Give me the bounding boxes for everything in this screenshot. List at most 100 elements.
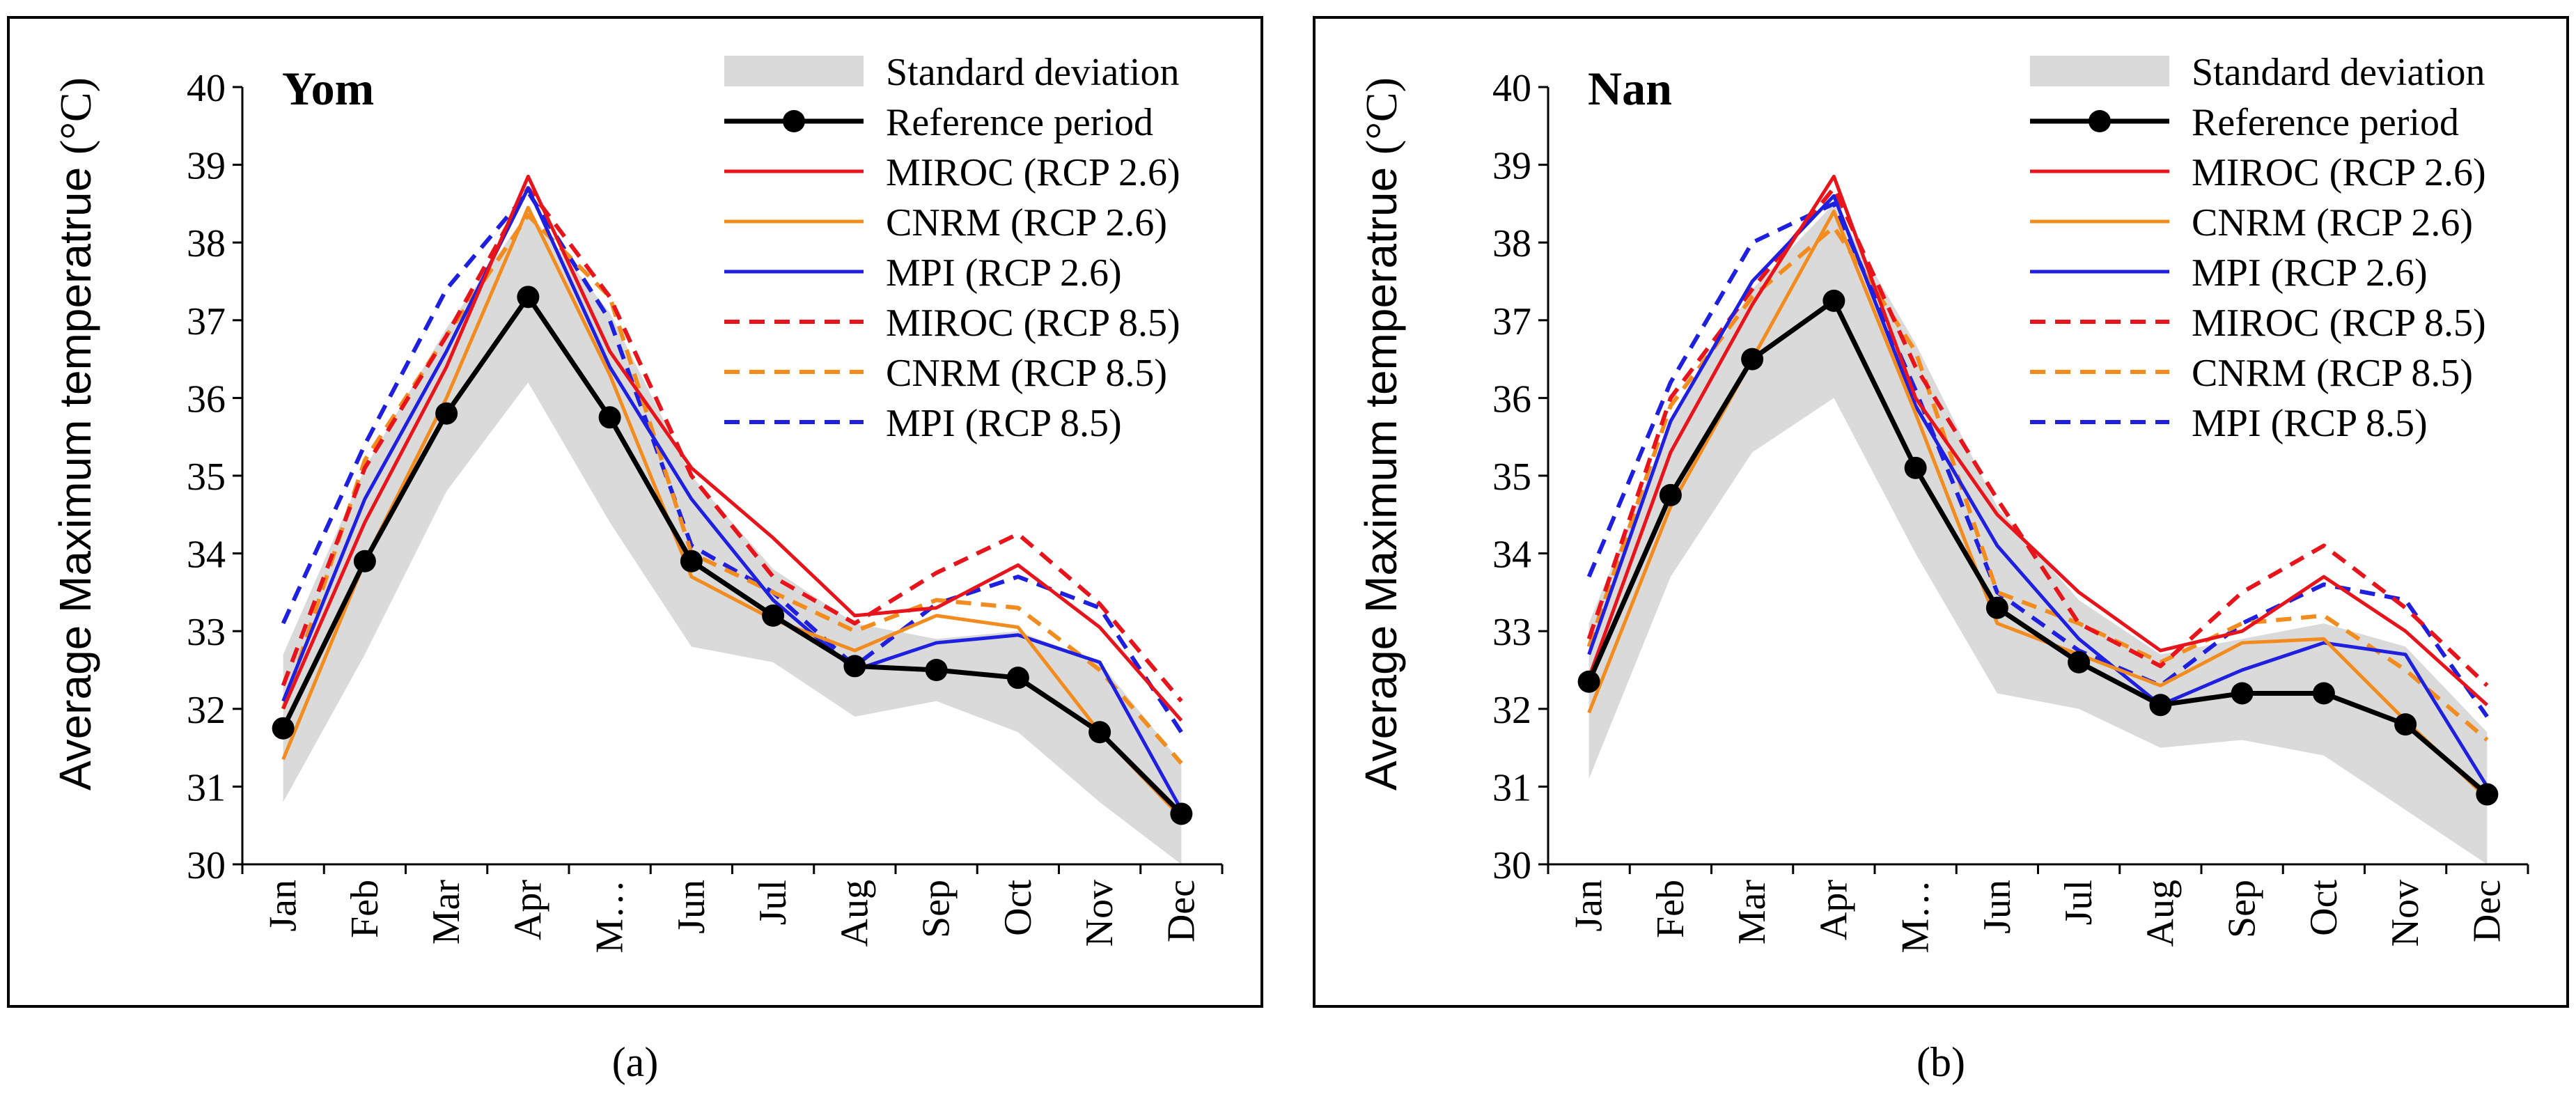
legend-item-cnrm85: CNRM (RCP 8.5) [2030,352,2473,395]
y-tick-label: 35 [187,455,226,499]
series-line-miroc85 [1586,186,2489,687]
y-tick-label: 38 [187,222,226,265]
y-tick-label: 40 [187,67,226,110]
reference-point [762,604,785,627]
reference-point [843,655,866,678]
panel-b: 30 31 32 33 34 35 36 37 38 39 40 Jan Feb Mar Apr M… Jun J… [1356,51,2529,953]
x-tick-label: Jan [1568,880,1611,932]
legend-label: MPI (RCP 2.6) [886,251,1122,295]
y-tick-label: 36 [187,377,226,421]
reference-point [1577,670,1600,693]
y-tick-label: 31 [187,766,226,809]
reference-point [925,659,948,681]
series-line-reference [281,294,1183,816]
reference-point [353,550,376,573]
reference-point [1985,596,2008,619]
reference-point [2149,694,2172,717]
legend-label: Standard deviation [2192,51,2485,94]
legend-swatch [724,56,864,86]
y-axis-label: Average Maximum temperatrue (°C) [50,77,100,790]
legend-item-miroc26: MIROC (RCP 2.6) [2030,151,2486,194]
y-tick-label: 33 [1492,611,1531,654]
legend-label: MIROC (RCP 2.6) [886,151,1180,194]
x-tick-label: Sep [2221,880,2264,938]
x-tick-label: Apr [1812,880,1855,940]
x-tick-label: Feb [1649,880,1692,938]
x-tick-label: M… [1894,880,1937,953]
x-tick-label: Dec [2465,880,2508,942]
panel-a-caption: (a) [612,1039,659,1085]
y-tick-label: 34 [187,533,226,577]
legend-marker [783,110,805,132]
series-line-mpi26 [1587,194,2489,788]
legend-item-cnrm85: CNRM (RCP 8.5) [724,352,1167,395]
reference-point [2231,682,2254,705]
y-tick-label: 40 [1492,67,1531,110]
legend-item-cnrm26: CNRM (RCP 2.6) [724,201,1167,244]
reference-point [2476,783,2499,806]
y-tick-label: 32 [187,689,226,732]
x-tick-label: Feb [343,880,387,938]
legend-item-miroc85: MIROC (RCP 8.5) [724,302,1180,345]
y-axis-label: Average Maximum temperatrue (°C) [1356,77,1406,790]
reference-point [1088,721,1111,744]
legend-label: MPI (RCP 8.5) [886,402,1122,445]
legend-item-cnrm26: CNRM (RCP 2.6) [2030,201,2473,244]
legend-label: Reference period [2192,101,2459,144]
x-tick-label: Jun [670,880,713,934]
legend-item-reference: Reference period [724,101,1153,144]
panel-a: 30 31 32 33 34 35 36 37 38 39 40 Jan Feb Mar Apr M… Jun J… [50,51,1224,953]
chart-title: Nan [1588,62,1672,115]
x-tick-label: Apr [506,880,549,940]
legend-item-miroc85: MIROC (RCP 8.5) [2030,302,2486,345]
y-tick-label: 38 [1492,222,1531,265]
reference-point [1006,667,1029,690]
y-tick-label: 39 [187,145,226,188]
legend-item-std: Standard deviation [2030,51,2485,94]
y-tick-label: 30 [187,844,226,887]
reference-point [2312,682,2335,705]
reference-point [1170,802,1193,825]
legend-item-mpi26: MPI (RCP 2.6) [724,251,1122,295]
chart-title: Yom [282,62,374,115]
panel-b-caption: (b) [1917,1039,1965,1085]
std-band [1588,203,2488,864]
legend-item-mpi85: MPI (RCP 8.5) [724,402,1122,445]
legend-label: CNRM (RCP 2.6) [2192,201,2473,244]
legend-label: MPI (RCP 2.6) [2192,251,2428,295]
x-tick-label: Jul [2057,880,2100,925]
x-tick-label: Oct [997,880,1040,936]
legend-label: CNRM (RCP 8.5) [2192,352,2473,395]
x-tick-label: M… [588,880,632,953]
x-tick-label: Jun [1976,880,2019,934]
legend-item-reference: Reference period [2030,101,2459,144]
legend-item-std: Standard deviation [724,51,1179,94]
legend-label: MIROC (RCP 8.5) [2192,302,2486,345]
x-tick-label: Nov [2384,880,2427,947]
y-tick-label: 33 [187,611,226,654]
series-line-miroc85 [281,186,1183,703]
reference-point [1741,348,1764,371]
y-tick-label: 36 [1492,377,1531,421]
y-tick-label: 32 [1492,689,1531,732]
std-band [283,211,1182,864]
panel-a-frame [7,16,1263,1008]
reference-point [272,717,295,740]
series-line-mpi85 [281,189,1183,733]
y-tick-label: 39 [1492,145,1531,188]
y-tick-label: 30 [1492,844,1531,887]
x-tick-label: Mar [1731,880,1774,945]
x-tick-label: Jan [262,880,305,932]
reference-point [2068,651,2091,673]
panel-b-frame [1313,16,2569,1008]
reference-point [1659,483,1682,506]
x-tick-label: Sep [915,880,958,938]
reference-point [517,286,540,309]
series-line-reference [1586,298,2489,797]
x-tick-label: Aug [833,880,876,947]
series-line-mpi26 [281,186,1183,811]
x-tick-label: Dec [1160,880,1203,942]
x-tick-label: Aug [2139,880,2182,947]
reference-point [598,406,621,429]
